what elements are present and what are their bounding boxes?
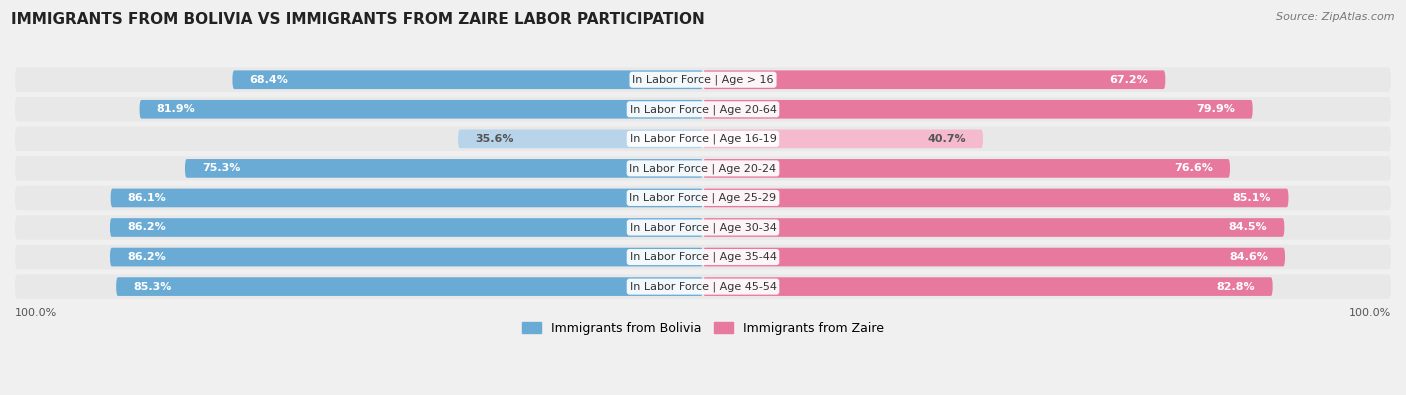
Text: In Labor Force | Age 20-24: In Labor Force | Age 20-24 [630,163,776,174]
FancyBboxPatch shape [703,70,1166,89]
FancyBboxPatch shape [110,248,703,266]
Text: 68.4%: 68.4% [250,75,288,85]
FancyBboxPatch shape [15,156,1391,181]
Text: 84.5%: 84.5% [1229,222,1267,233]
Text: 85.3%: 85.3% [134,282,172,292]
Text: In Labor Force | Age 45-54: In Labor Force | Age 45-54 [630,281,776,292]
Text: In Labor Force | Age 30-34: In Labor Force | Age 30-34 [630,222,776,233]
FancyBboxPatch shape [111,188,703,207]
FancyBboxPatch shape [703,159,1230,178]
Text: 100.0%: 100.0% [15,308,58,318]
Text: In Labor Force | Age 20-64: In Labor Force | Age 20-64 [630,104,776,115]
Legend: Immigrants from Bolivia, Immigrants from Zaire: Immigrants from Bolivia, Immigrants from… [517,317,889,340]
Text: 79.9%: 79.9% [1197,104,1236,114]
FancyBboxPatch shape [458,130,703,148]
FancyBboxPatch shape [703,277,1272,296]
FancyBboxPatch shape [15,275,1391,299]
Text: IMMIGRANTS FROM BOLIVIA VS IMMIGRANTS FROM ZAIRE LABOR PARTICIPATION: IMMIGRANTS FROM BOLIVIA VS IMMIGRANTS FR… [11,12,704,27]
FancyBboxPatch shape [15,215,1391,240]
Text: 82.8%: 82.8% [1216,282,1256,292]
Text: 85.1%: 85.1% [1233,193,1271,203]
FancyBboxPatch shape [15,68,1391,92]
Text: 40.7%: 40.7% [927,134,966,144]
FancyBboxPatch shape [703,100,1253,118]
FancyBboxPatch shape [703,218,1284,237]
FancyBboxPatch shape [703,188,1288,207]
FancyBboxPatch shape [110,218,703,237]
Text: 67.2%: 67.2% [1109,75,1149,85]
Text: In Labor Force | Age 35-44: In Labor Force | Age 35-44 [630,252,776,262]
Text: 100.0%: 100.0% [1348,308,1391,318]
Text: In Labor Force | Age > 16: In Labor Force | Age > 16 [633,75,773,85]
Text: 86.1%: 86.1% [128,193,166,203]
FancyBboxPatch shape [703,248,1285,266]
FancyBboxPatch shape [186,159,703,178]
Text: 75.3%: 75.3% [202,164,240,173]
Text: 81.9%: 81.9% [156,104,195,114]
Text: 86.2%: 86.2% [127,252,166,262]
FancyBboxPatch shape [117,277,703,296]
Text: 35.6%: 35.6% [475,134,513,144]
FancyBboxPatch shape [139,100,703,118]
FancyBboxPatch shape [15,97,1391,122]
Text: Source: ZipAtlas.com: Source: ZipAtlas.com [1277,12,1395,22]
FancyBboxPatch shape [15,245,1391,269]
Text: 86.2%: 86.2% [127,222,166,233]
FancyBboxPatch shape [15,186,1391,210]
Text: In Labor Force | Age 16-19: In Labor Force | Age 16-19 [630,134,776,144]
Text: 76.6%: 76.6% [1174,164,1213,173]
Text: In Labor Force | Age 25-29: In Labor Force | Age 25-29 [630,193,776,203]
Text: 84.6%: 84.6% [1229,252,1268,262]
FancyBboxPatch shape [703,130,983,148]
FancyBboxPatch shape [232,70,703,89]
FancyBboxPatch shape [15,127,1391,151]
